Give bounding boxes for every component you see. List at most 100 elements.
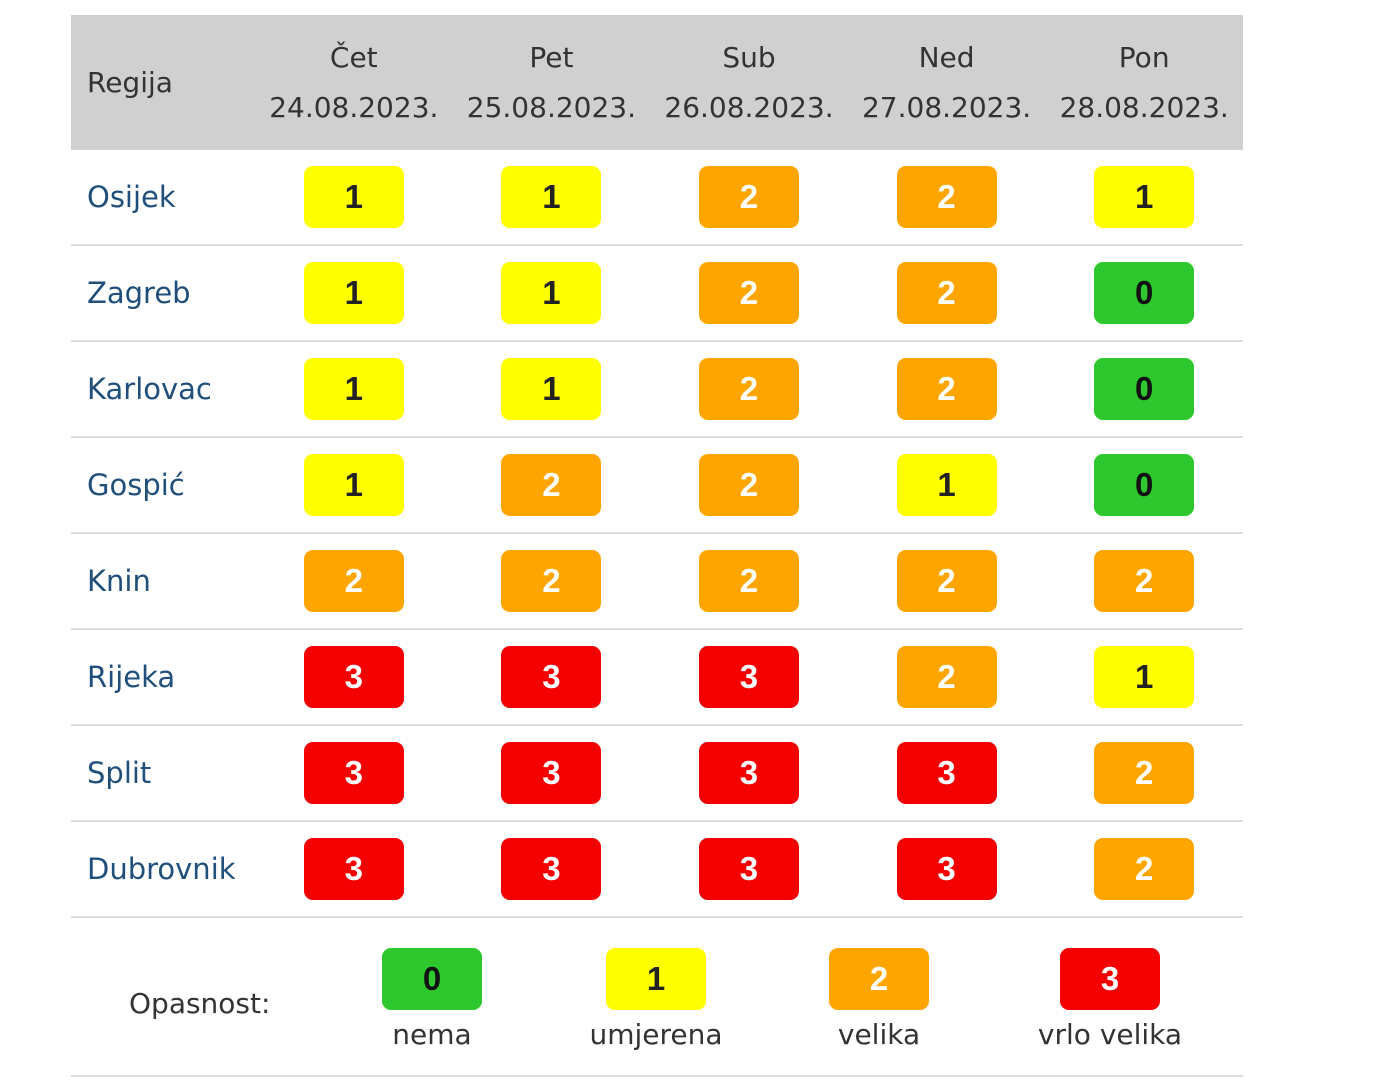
danger-cell: 3 <box>847 725 1046 822</box>
danger-badge: 0 <box>1094 358 1195 420</box>
legend-item: 1 umjerena <box>546 948 766 1051</box>
danger-cell: 1 <box>452 245 651 342</box>
danger-badge: 1 <box>606 948 706 1010</box>
danger-badge: 2 <box>896 358 997 420</box>
danger-badge: 1 <box>501 262 602 324</box>
day-date: 28.08.2023. <box>1059 90 1229 124</box>
fire-danger-table: Regija Čet 24.08.2023. Pet 25.08.2023. Sub 26… <box>71 15 1243 918</box>
danger-cell: 2 <box>650 245 848 342</box>
danger-badge: 0 <box>1094 262 1195 324</box>
danger-badge: 3 <box>501 742 602 804</box>
table-row: Rijeka 3 3 3 2 1 <box>71 629 1243 726</box>
danger-badge: 3 <box>1060 948 1160 1010</box>
danger-badge: 2 <box>829 948 929 1010</box>
day-header: Sub 26.08.2023. <box>650 15 848 150</box>
danger-cell: 2 <box>452 437 651 534</box>
danger-cell: 2 <box>1045 821 1243 918</box>
day-date: 24.08.2023. <box>269 90 439 124</box>
legend-label: Opasnost: <box>129 987 271 1020</box>
day-date: 26.08.2023. <box>664 90 834 124</box>
danger-badge: 2 <box>698 262 799 324</box>
danger-cell: 1 <box>255 341 453 438</box>
danger-cell: 3 <box>452 725 651 822</box>
danger-badge: 1 <box>501 358 602 420</box>
danger-badge: 2 <box>501 550 602 612</box>
day-header: Čet 24.08.2023. <box>255 15 453 150</box>
danger-badge: 1 <box>303 262 404 324</box>
danger-cell: 2 <box>847 341 1046 438</box>
table-row: Karlovac 1 1 2 2 0 <box>71 341 1243 438</box>
danger-badge: 0 <box>1094 454 1195 516</box>
danger-cell: 2 <box>650 341 848 438</box>
danger-badge: 2 <box>896 262 997 324</box>
danger-cell: 1 <box>1045 150 1243 246</box>
danger-cell: 0 <box>1045 245 1243 342</box>
table-row: Split 3 3 3 3 2 <box>71 725 1243 822</box>
day-date: 27.08.2023. <box>861 90 1032 124</box>
danger-cell: 2 <box>650 437 848 534</box>
danger-badge: 2 <box>303 550 404 612</box>
region-name[interactable]: Knin <box>71 533 255 630</box>
danger-cell: 2 <box>847 629 1046 726</box>
danger-cell: 1 <box>255 245 453 342</box>
legend-caption: vrlo velika <box>1037 1018 1183 1051</box>
legend-item: 2 velika <box>769 948 989 1051</box>
region-header: Regija <box>71 15 255 150</box>
danger-cell: 2 <box>650 533 848 630</box>
danger-badge: 1 <box>1094 646 1195 708</box>
day-name: Ned <box>918 40 975 74</box>
danger-cell: 1 <box>847 437 1046 534</box>
danger-badge: 2 <box>896 166 997 228</box>
danger-badge: 3 <box>303 742 404 804</box>
danger-cell: 2 <box>847 150 1046 246</box>
danger-badge: 3 <box>698 838 799 900</box>
danger-badge: 2 <box>698 166 799 228</box>
danger-cell: 3 <box>452 629 651 726</box>
region-name[interactable]: Rijeka <box>71 629 255 726</box>
region-name[interactable]: Osijek <box>71 150 255 246</box>
danger-cell: 2 <box>1045 533 1243 630</box>
danger-badge: 1 <box>303 358 404 420</box>
day-name: Pet <box>529 40 574 74</box>
table-row: Gospić 1 2 2 1 0 <box>71 437 1243 534</box>
danger-badge: 2 <box>698 454 799 516</box>
danger-cell: 3 <box>847 821 1046 918</box>
danger-badge: 2 <box>698 358 799 420</box>
region-name[interactable]: Karlovac <box>71 341 255 438</box>
danger-badge: 1 <box>501 166 602 228</box>
table-row: Osijek 1 1 2 2 1 <box>71 150 1243 246</box>
table-row: Zagreb 1 1 2 2 0 <box>71 245 1243 342</box>
region-name[interactable]: Gospić <box>71 437 255 534</box>
danger-badge: 1 <box>1094 166 1195 228</box>
day-name: Čet <box>329 40 378 74</box>
region-name[interactable]: Zagreb <box>71 245 255 342</box>
region-name[interactable]: Split <box>71 725 255 822</box>
danger-cell: 2 <box>255 533 453 630</box>
danger-badge: 2 <box>1094 742 1195 804</box>
danger-cell: 1 <box>1045 629 1243 726</box>
danger-cell: 2 <box>847 245 1046 342</box>
danger-badge: 3 <box>896 742 997 804</box>
danger-cell: 1 <box>452 341 651 438</box>
day-header: Pon 28.08.2023. <box>1045 15 1243 150</box>
danger-badge: 3 <box>698 646 799 708</box>
day-name: Pon <box>1118 40 1170 74</box>
danger-cell: 3 <box>452 821 651 918</box>
legend-caption: umjerena <box>589 1018 723 1051</box>
danger-badge: 2 <box>698 550 799 612</box>
danger-badge: 3 <box>698 742 799 804</box>
region-name[interactable]: Dubrovnik <box>71 821 255 918</box>
table-header: Regija Čet 24.08.2023. Pet 25.08.2023. Sub 26… <box>71 15 1243 150</box>
danger-badge: 1 <box>896 454 997 516</box>
legend-item: 0 nema <box>322 948 542 1051</box>
legend: Opasnost: 0 nema 1 umjerena 2 velika 3 vrlo vel… <box>71 917 1243 1077</box>
danger-badge: 3 <box>501 838 602 900</box>
danger-cell: 1 <box>452 150 651 246</box>
day-header: Pet 25.08.2023. <box>452 15 651 150</box>
danger-cell: 3 <box>255 629 453 726</box>
danger-cell: 3 <box>650 725 848 822</box>
legend-item: 3 vrlo velika <box>1000 948 1220 1051</box>
danger-badge: 2 <box>1094 838 1195 900</box>
danger-badge: 0 <box>382 948 482 1010</box>
danger-badge: 3 <box>303 646 404 708</box>
